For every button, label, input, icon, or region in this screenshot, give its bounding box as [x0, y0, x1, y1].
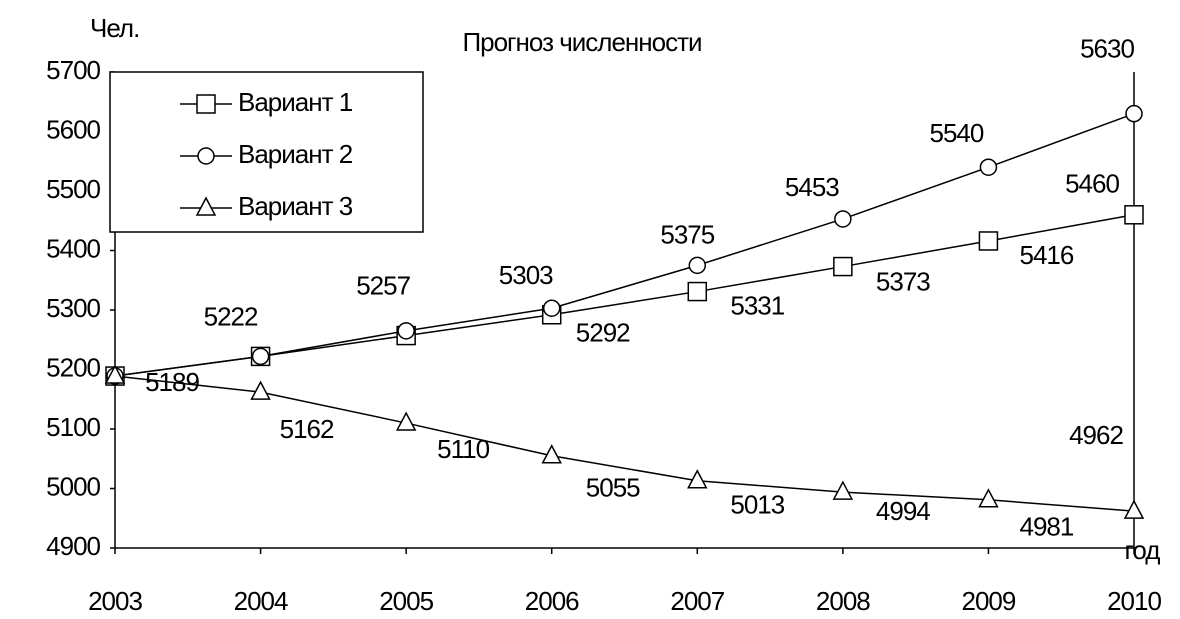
- data-label: 5189: [145, 367, 199, 397]
- data-label: 5630: [1080, 34, 1134, 64]
- data-label: 5375: [660, 219, 714, 249]
- x-tick-label: 2006: [525, 586, 579, 616]
- legend: Вариант 1 Вариант 2 Вариант 3: [109, 71, 424, 233]
- legend-box: [109, 71, 424, 233]
- legend-label: Вариант 2: [238, 139, 353, 169]
- y-tick-label: 5600: [46, 114, 100, 144]
- y-tick-label: 5300: [46, 293, 100, 323]
- series-line: [114, 112, 1135, 377]
- data-label: 5373: [876, 266, 930, 296]
- y-tick-label: 5200: [46, 352, 100, 382]
- data-label: 4962: [1069, 420, 1123, 450]
- data-label: 5303: [499, 260, 553, 290]
- x-tick-label: 2004: [234, 586, 288, 616]
- marker: [197, 147, 215, 165]
- data-label: 5292: [576, 318, 630, 348]
- marker: [1124, 205, 1144, 225]
- legend-label: Вариант 1: [238, 87, 353, 117]
- data-label: 5257: [356, 270, 410, 300]
- y-tick-label: 5400: [46, 233, 100, 263]
- data-label: 4994: [876, 496, 930, 526]
- chart-title: Прогноз численности: [462, 27, 701, 57]
- y-tick-label: 5000: [46, 471, 100, 501]
- series-line: [114, 375, 1135, 512]
- marker: [1123, 499, 1145, 519]
- x-axis-label: год: [1125, 535, 1161, 565]
- x-tick-label: 2010: [1107, 586, 1161, 616]
- marker: [833, 256, 853, 277]
- marker: [250, 380, 271, 400]
- marker: [542, 299, 561, 317]
- marker: [978, 231, 999, 251]
- x-tick-label: 2009: [962, 586, 1016, 616]
- y-tick-label: 5100: [46, 412, 100, 442]
- marker: [397, 322, 415, 340]
- data-label: 5222: [204, 301, 258, 331]
- marker: [979, 158, 998, 176]
- marker: [834, 210, 852, 228]
- marker: [687, 469, 708, 489]
- x-tick-label: 2007: [670, 586, 724, 616]
- marker: [687, 281, 708, 302]
- data-label: 5110: [437, 434, 489, 464]
- x-tick-label: 2005: [379, 586, 433, 616]
- data-label: 5331: [730, 290, 784, 320]
- data-label: 5540: [930, 118, 984, 148]
- data-label: 4981: [1020, 512, 1074, 542]
- y-axis-label: Чел.: [90, 13, 139, 43]
- data-label: 5013: [730, 490, 784, 520]
- marker: [688, 256, 707, 275]
- marker: [251, 347, 270, 366]
- marker: [978, 488, 999, 508]
- y-tick-label: 5500: [46, 174, 100, 204]
- marker: [832, 480, 854, 500]
- marker: [104, 364, 126, 384]
- data-label: 5162: [280, 414, 334, 444]
- marker: [196, 94, 216, 114]
- data-label: 5460: [1065, 169, 1119, 199]
- legend-label: Вариант 3: [238, 191, 353, 221]
- data-label: 5055: [586, 473, 640, 503]
- x-tick-label: 2008: [816, 586, 870, 616]
- marker: [195, 196, 217, 216]
- series-line: [114, 214, 1135, 377]
- data-label: 5416: [1020, 240, 1074, 270]
- y-tick-label: 5700: [46, 55, 100, 85]
- data-label: 5453: [785, 172, 839, 202]
- marker: [395, 411, 417, 431]
- marker: [541, 444, 562, 464]
- marker: [1125, 104, 1143, 123]
- x-tick-label: 2003: [88, 586, 142, 616]
- y-tick-label: 4900: [46, 531, 100, 561]
